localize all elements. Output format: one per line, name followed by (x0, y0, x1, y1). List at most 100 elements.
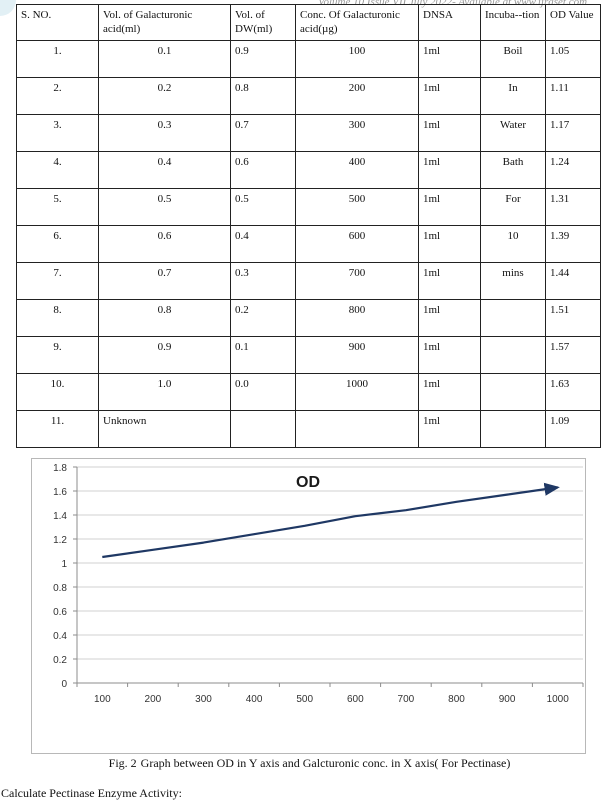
header-dnsa: DNSA (418, 4, 481, 41)
cell-od: 1.39 (545, 225, 601, 263)
od-line-chart: 0 0.2 0.4 0.6 0.8 1 1.2 1.4 1.6 1.8 100 200 300 400 50… (31, 458, 586, 754)
x-tick-label: 400 (246, 694, 263, 705)
x-tick-label: 800 (448, 694, 465, 705)
series-line (102, 482, 560, 559)
x-tick-label: 200 (145, 694, 162, 705)
table-row: 4. 0.4 0.6 400 1ml Bath 1.24 (16, 151, 601, 189)
cell-dnsa: 1ml (418, 114, 481, 152)
header-incubation: Incuba--tion (480, 4, 546, 41)
cell-s-no: 8. (16, 299, 99, 337)
y-tick-label: 1.8 (53, 463, 67, 474)
x-tick-label: 300 (195, 694, 212, 705)
x-tick-label: 900 (499, 694, 516, 705)
y-tick-label: 1.2 (53, 535, 67, 546)
cell-vol-galacturonic: 0.4 (98, 151, 231, 189)
table-row: 3. 0.3 0.7 300 1ml Water 1.17 (16, 114, 601, 152)
cell-vol-galacturonic: 0.6 (98, 225, 231, 263)
body-text: Calculate Pectinase Enzyme Activity: (1, 786, 182, 800)
cell-dnsa: 1ml (418, 188, 481, 226)
table-row: 1. 0.1 0.9 100 1ml Boil 1.05 (16, 40, 601, 78)
cell-conc: 500 (295, 188, 419, 226)
cell-od: 1.17 (545, 114, 601, 152)
y-tick-label: 1.6 (53, 487, 67, 498)
cell-s-no: 6. (16, 225, 99, 263)
table-row: 5. 0.5 0.5 500 1ml For 1.31 (16, 188, 601, 226)
cell-conc: 600 (295, 225, 419, 263)
cell-vol-galacturonic: 0.8 (98, 299, 231, 337)
table-row: 11. Unknown 1ml 1.09 (16, 410, 601, 448)
cell-od: 1.44 (545, 262, 601, 300)
cell-vol-dw: 0.4 (230, 225, 296, 263)
chart-title: OD (296, 474, 320, 491)
cell-vol-dw: 0.7 (230, 114, 296, 152)
cell-s-no: 5. (16, 188, 99, 226)
cell-s-no: 1. (16, 40, 99, 78)
table-header-row: S. NO. Vol. of Galacturonic acid(ml) Vol… (16, 4, 601, 41)
cell-dnsa: 1ml (418, 40, 481, 78)
header-od-value: OD Value (545, 4, 601, 41)
cell-conc: 300 (295, 114, 419, 152)
cell-vol-galacturonic: 0.2 (98, 77, 231, 115)
cell-s-no: 3. (16, 114, 99, 152)
cell-conc (295, 410, 419, 448)
cell-vol-dw: 0.9 (230, 40, 296, 78)
cell-conc: 100 (295, 40, 419, 78)
table-row: 2. 0.2 0.8 200 1ml In 1.11 (16, 77, 601, 115)
y-tick-label: 1.4 (53, 511, 67, 522)
cell-vol-dw: 0.0 (230, 373, 296, 411)
cell-od: 1.57 (545, 336, 601, 374)
y-tick-label: 0.8 (53, 583, 67, 594)
header-s-no: S. NO. (16, 4, 99, 41)
cell-s-no: 2. (16, 77, 99, 115)
cell-s-no: 4. (16, 151, 99, 189)
cell-incubation: 10 (480, 225, 546, 263)
cell-vol-galacturonic: Unknown (98, 410, 231, 448)
cell-incubation: For (480, 188, 546, 226)
cell-s-no: 7. (16, 262, 99, 300)
cell-dnsa: 1ml (418, 336, 481, 374)
cell-vol-galacturonic: 0.1 (98, 40, 231, 78)
standard-curve-table: S. NO. Vol. of Galacturonic acid(ml) Vol… (16, 4, 601, 448)
header-conc-galacturonic: Conc. Of Galacturonic acid(µg) (295, 4, 419, 41)
header-vol-dw: Vol. of DW(ml) (230, 4, 296, 41)
figure-label: Fig. 2 (108, 756, 137, 770)
cell-incubation: Water (480, 114, 546, 152)
cell-conc: 200 (295, 77, 419, 115)
table-row: 8. 0.8 0.2 800 1ml 1.51 (16, 299, 601, 337)
cell-dnsa: 1ml (418, 410, 481, 448)
cell-vol-dw: 0.2 (230, 299, 296, 337)
cell-vol-dw: 0.5 (230, 188, 296, 226)
cell-incubation: In (480, 77, 546, 115)
cell-s-no: 10. (16, 373, 99, 411)
cell-vol-dw: 0.3 (230, 262, 296, 300)
cell-conc: 400 (295, 151, 419, 189)
journal-logo-fragment (0, 0, 16, 16)
cell-s-no: 11. (16, 410, 99, 448)
x-tick-label: 500 (296, 694, 313, 705)
table-row: 9. 0.9 0.1 900 1ml 1.57 (16, 336, 601, 374)
cell-conc: 900 (295, 336, 419, 374)
cell-incubation: Bath (480, 151, 546, 189)
cell-vol-galacturonic: 0.3 (98, 114, 231, 152)
cell-dnsa: 1ml (418, 225, 481, 263)
cell-od: 1.24 (545, 151, 601, 189)
cell-incubation (480, 373, 546, 411)
cell-incubation: mins (480, 262, 546, 300)
cell-incubation (480, 336, 546, 374)
y-tick-label: 0.4 (53, 631, 67, 642)
cell-vol-galacturonic: 1.0 (98, 373, 231, 411)
cell-vol-galacturonic: 0.9 (98, 336, 231, 374)
header-vol-galacturonic: Vol. of Galacturonic acid(ml) (98, 4, 231, 41)
cell-conc: 700 (295, 262, 419, 300)
cell-vol-dw: 0.1 (230, 336, 296, 374)
cell-dnsa: 1ml (418, 77, 481, 115)
table-row: 6. 0.6 0.4 600 1ml 10 1.39 (16, 225, 601, 263)
cell-conc: 1000 (295, 373, 419, 411)
y-tick-label: 0.2 (53, 655, 67, 666)
cell-incubation (480, 410, 546, 448)
cell-incubation: Boil (480, 40, 546, 78)
cell-dnsa: 1ml (418, 373, 481, 411)
cell-vol-galacturonic: 0.7 (98, 262, 231, 300)
y-tick-label: 0 (61, 679, 67, 690)
cell-conc: 800 (295, 299, 419, 337)
